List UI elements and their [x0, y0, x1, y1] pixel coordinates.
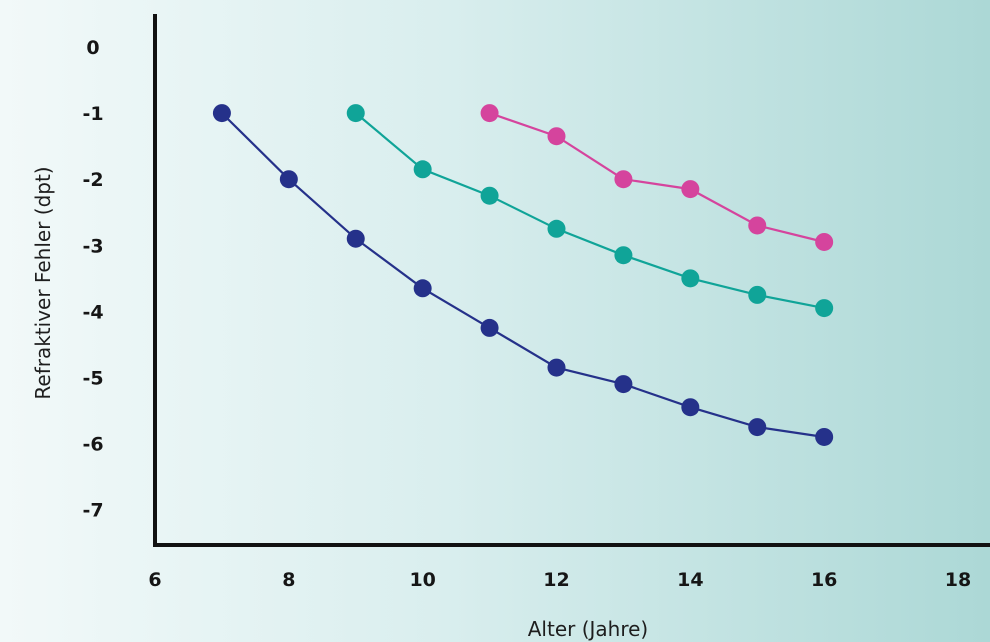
- y-tick-label: -6: [82, 434, 103, 456]
- series-line: [355, 112, 825, 310]
- data-point: [547, 127, 566, 146]
- data-point: [346, 104, 365, 123]
- x-tick-label: 8: [282, 569, 295, 591]
- data-point: [614, 246, 633, 265]
- data-point: [212, 104, 231, 123]
- data-point: [815, 427, 834, 446]
- series-layer: [212, 104, 834, 446]
- y-tick-label: -4: [82, 301, 103, 323]
- y-tick-label: -5: [82, 368, 103, 390]
- y-tick-label: -1: [82, 103, 103, 125]
- x-tick-label: 6: [148, 569, 161, 591]
- data-point: [547, 358, 566, 377]
- series-line: [221, 112, 825, 439]
- data-point: [480, 186, 499, 205]
- x-tick-label: 16: [811, 569, 837, 591]
- x-tick-label: 12: [543, 569, 569, 591]
- data-point: [279, 170, 298, 189]
- x-tick-label: 18: [945, 569, 971, 591]
- y-tick-label: 0: [86, 37, 99, 59]
- data-point: [815, 299, 834, 318]
- data-point: [748, 216, 767, 235]
- data-point: [681, 398, 700, 417]
- y-tick-labels: 0 -1 -2 -3 -4 -5 -6 -7: [82, 37, 103, 522]
- data-point: [346, 229, 365, 248]
- x-tick-label: 10: [409, 569, 435, 591]
- data-point: [413, 160, 432, 179]
- data-point: [748, 285, 767, 304]
- x-tick-labels: 6 8 10 12 14 16 18: [148, 569, 971, 591]
- series-1: [212, 104, 834, 446]
- data-point: [614, 375, 633, 394]
- x-tick-label: 14: [677, 569, 703, 591]
- data-point: [480, 318, 499, 337]
- data-point: [681, 180, 700, 199]
- data-point: [614, 170, 633, 189]
- x-axis-label: Alter (Jahre): [528, 617, 649, 641]
- axes: [153, 14, 990, 547]
- y-tick-label: -7: [82, 500, 103, 522]
- series-line: [489, 112, 825, 244]
- series-3: [480, 104, 834, 251]
- data-point: [480, 104, 499, 123]
- data-point: [748, 418, 767, 437]
- data-point: [815, 232, 834, 251]
- series-2: [346, 104, 834, 318]
- data-point: [681, 269, 700, 288]
- y-tick-label: -2: [82, 169, 103, 191]
- data-point: [413, 279, 432, 298]
- data-point: [547, 219, 566, 238]
- y-tick-label: -3: [82, 235, 103, 257]
- y-axis-label: Refraktiver Fehler (dpt): [31, 166, 55, 399]
